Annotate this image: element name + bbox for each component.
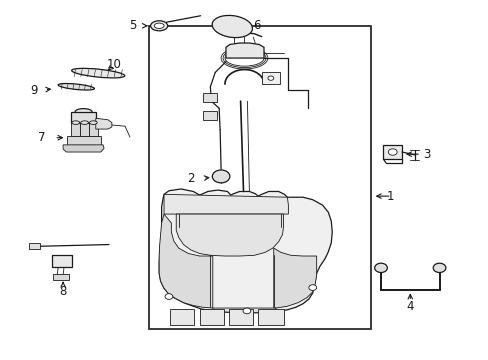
Bar [71, 112, 96, 123]
Bar [203, 93, 216, 102]
Ellipse shape [89, 121, 97, 125]
Circle shape [308, 285, 316, 291]
Circle shape [432, 263, 445, 273]
Ellipse shape [150, 21, 167, 31]
Polygon shape [176, 214, 283, 256]
Text: 10: 10 [106, 58, 121, 71]
Ellipse shape [75, 109, 92, 115]
Bar [52, 255, 72, 267]
Text: 6: 6 [252, 19, 260, 32]
Polygon shape [212, 308, 276, 313]
Ellipse shape [72, 68, 124, 78]
Polygon shape [225, 43, 264, 58]
Bar [203, 111, 216, 120]
Bar [71, 123, 80, 136]
Text: 9: 9 [30, 84, 38, 97]
Text: 8: 8 [60, 285, 67, 298]
Circle shape [243, 308, 250, 314]
Ellipse shape [72, 121, 80, 125]
Circle shape [374, 263, 386, 273]
Polygon shape [163, 194, 288, 214]
Ellipse shape [58, 84, 94, 90]
Text: 3: 3 [423, 148, 430, 161]
Polygon shape [96, 118, 112, 129]
Text: 4: 4 [406, 300, 413, 313]
Bar [170, 309, 193, 325]
Text: 1: 1 [386, 190, 394, 203]
Bar [66, 135, 101, 145]
Text: 5: 5 [128, 19, 136, 32]
Bar [228, 309, 253, 325]
Polygon shape [273, 248, 316, 308]
Circle shape [387, 149, 396, 155]
Text: 2: 2 [187, 172, 194, 185]
Bar [199, 309, 224, 325]
Bar [149, 26, 370, 329]
Polygon shape [159, 214, 212, 308]
Text: 7: 7 [39, 131, 46, 144]
Bar [80, 123, 89, 136]
Bar [261, 72, 280, 84]
Ellipse shape [154, 23, 163, 28]
Ellipse shape [212, 15, 252, 37]
Bar [383, 145, 401, 159]
Circle shape [212, 170, 229, 183]
Bar [53, 274, 69, 280]
Polygon shape [159, 189, 331, 313]
Ellipse shape [81, 121, 88, 125]
Bar [89, 123, 98, 136]
Circle shape [164, 294, 172, 300]
Circle shape [267, 76, 273, 80]
Polygon shape [63, 145, 104, 152]
Bar [29, 243, 40, 249]
Bar [258, 309, 283, 325]
